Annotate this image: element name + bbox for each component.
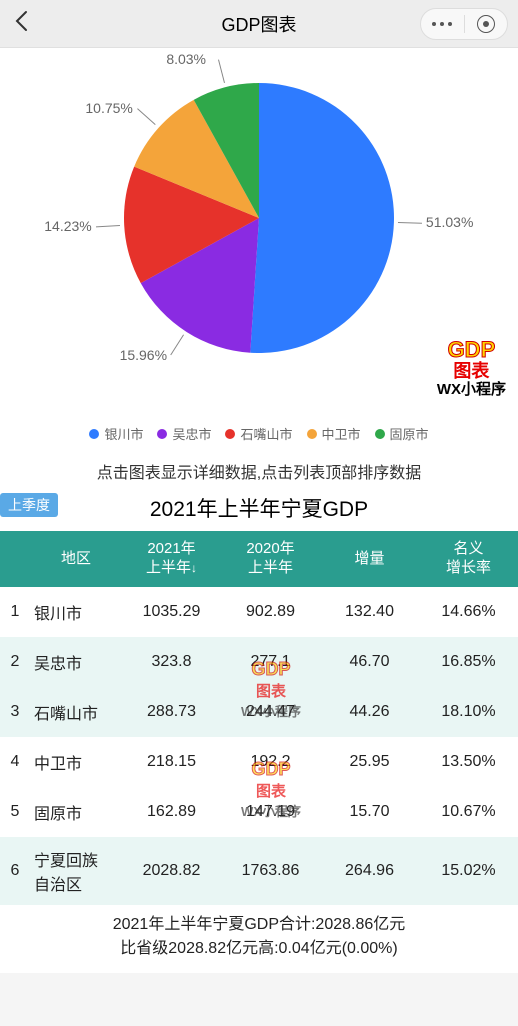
th-2021h1[interactable]: 2021年 上半年↓ <box>122 534 221 584</box>
table-title: 2021年上半年宁夏GDP <box>150 498 368 521</box>
table-row[interactable]: 6宁夏回族自治区2028.821763.86264.9615.02% <box>0 837 518 905</box>
cell-region: 中卫市 <box>30 740 122 784</box>
footer-summary: 2021年上半年宁夏GDP合计:2028.86亿元 比省级2028.82亿元高:… <box>0 905 518 973</box>
table-row[interactable]: 3石嘴山市288.73244.4744.2618.10% <box>0 687 518 737</box>
quarter-tab[interactable]: 上季度 <box>0 493 58 517</box>
pie-slice-label: 14.23% <box>44 218 91 234</box>
back-button[interactable] <box>0 10 42 37</box>
pie-slice-label: 51.03% <box>426 214 473 230</box>
cell-region: 银川市 <box>30 590 122 634</box>
capsule-close-button[interactable] <box>465 15 508 33</box>
legend-swatch <box>157 429 167 439</box>
pie-slice-label: 15.96% <box>120 347 167 363</box>
cell-region: 宁夏回族自治区 <box>30 837 122 905</box>
legend-item[interactable]: 中卫市 <box>307 424 361 443</box>
chart-legend: 银川市吴忠市石嘴山市中卫市固原市 <box>0 418 518 453</box>
legend-item[interactable]: 银川市 <box>89 424 143 443</box>
navbar: GDP图表 <box>0 0 518 48</box>
cell-region: 固原市 <box>30 790 122 834</box>
table-header[interactable]: 地区 2021年 上半年↓ 2020年 上半年 增量 名义 增长率 <box>0 531 518 587</box>
th-growth[interactable]: 名义 增长率 <box>419 534 518 584</box>
cell-region: 石嘴山市 <box>30 690 122 734</box>
legend-item[interactable]: 固原市 <box>375 424 429 443</box>
table-row[interactable]: 2吴忠市323.8277.146.7016.85% <box>0 637 518 687</box>
pie-chart[interactable] <box>119 78 399 358</box>
table-row[interactable]: 5固原市162.89147.1915.7010.67% <box>0 787 518 837</box>
th-2020h1[interactable]: 2020年 上半年 <box>221 534 320 584</box>
th-increment[interactable]: 增量 <box>320 544 419 575</box>
logo-watermark: GDP 图表 WX小程序 <box>437 338 506 398</box>
cell-region: 吴忠市 <box>30 640 122 684</box>
legend-swatch <box>89 429 99 439</box>
table-body: 1银川市1035.29902.89132.4014.66%2吴忠市323.827… <box>0 587 518 905</box>
table-row[interactable]: 1银川市1035.29902.89132.4014.66% <box>0 587 518 637</box>
wechat-capsule <box>420 8 508 40</box>
legend-item[interactable]: 吴忠市 <box>157 424 211 443</box>
pie-slice-label: 8.03% <box>166 51 206 67</box>
legend-swatch <box>307 429 317 439</box>
hint-text: 点击图表显示详细数据,点击列表顶部排序数据 <box>0 453 518 489</box>
legend-item[interactable]: 石嘴山市 <box>225 424 292 443</box>
capsule-menu-button[interactable] <box>421 22 464 26</box>
pie-slice-label: 10.75% <box>85 100 132 116</box>
legend-swatch <box>375 429 385 439</box>
page-title: GDP图表 <box>221 11 296 37</box>
th-region[interactable]: 地区 <box>30 544 122 575</box>
table-row[interactable]: 4中卫市218.15192.225.9513.50% <box>0 737 518 787</box>
legend-swatch <box>225 429 235 439</box>
pie-chart-area[interactable]: GDP 图表 WX小程序 51.03% 15.96% 14.23% 10.75% 8.0… <box>0 48 518 418</box>
